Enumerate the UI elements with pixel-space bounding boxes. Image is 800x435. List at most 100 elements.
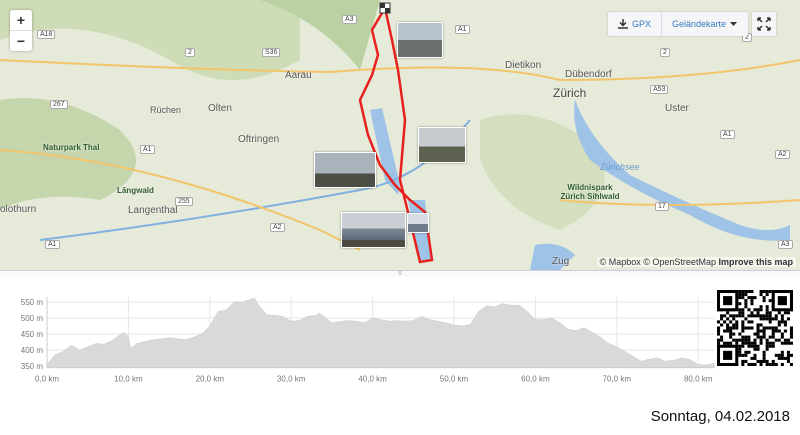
qr-module <box>723 341 727 345</box>
qr-module <box>741 293 745 297</box>
qr-module <box>750 302 754 306</box>
qr-module <box>717 338 721 342</box>
qr-module <box>768 314 772 318</box>
qr-module <box>789 326 793 330</box>
qr-module <box>777 296 787 306</box>
qr-module <box>744 293 748 297</box>
qr-module <box>765 314 769 318</box>
caret-down-icon <box>730 22 737 26</box>
qr-module <box>741 353 745 357</box>
x-tick-label: 70,0 km <box>603 375 632 384</box>
qr-module <box>732 314 736 318</box>
map-layer-dropdown[interactable]: Geländekarte <box>660 12 748 36</box>
zoom-in-button[interactable]: + <box>16 12 26 28</box>
qr-module <box>789 335 793 339</box>
qr-module <box>768 344 772 348</box>
route-photo[interactable] <box>397 22 443 58</box>
qr-module <box>756 308 760 312</box>
qr-module <box>759 329 763 333</box>
route-photo[interactable] <box>314 152 376 188</box>
qr-module <box>744 341 748 345</box>
qr-module <box>759 290 763 294</box>
qr-module <box>741 338 745 342</box>
fullscreen-button[interactable] <box>752 12 776 36</box>
x-tick-label: 50,0 km <box>440 375 469 384</box>
qr-module <box>732 323 736 327</box>
place-label: Langenthal <box>128 205 178 216</box>
qr-module <box>729 332 733 336</box>
route-photo[interactable] <box>418 127 466 163</box>
qr-module <box>762 299 766 303</box>
place-label: Zürich <box>553 86 587 100</box>
qr-module <box>762 296 766 300</box>
qr-module <box>723 350 733 360</box>
qr-module <box>735 320 739 324</box>
qr-module <box>756 314 760 318</box>
qr-module <box>735 323 739 327</box>
route-map[interactable]: Zürich Aarau Olten Oftringen Dietikon Dü… <box>0 0 800 270</box>
qr-code <box>717 290 793 366</box>
qr-module <box>756 359 760 363</box>
qr-module <box>762 290 766 294</box>
qr-module <box>777 329 781 333</box>
qr-module <box>747 362 751 366</box>
road-shield: A2 <box>270 223 285 232</box>
qr-module <box>771 359 775 363</box>
qr-module <box>768 341 772 345</box>
route-photo[interactable] <box>407 213 429 233</box>
qr-module <box>729 335 733 339</box>
qr-module <box>726 311 730 315</box>
x-tick-label: 80,0 km <box>684 375 713 384</box>
route-line <box>358 7 434 264</box>
qr-module <box>747 320 751 324</box>
qr-module <box>768 320 772 324</box>
qr-module <box>750 311 754 315</box>
qr-module <box>717 332 721 336</box>
qr-module <box>747 308 751 312</box>
qr-module <box>726 341 730 345</box>
zoom-out-button[interactable]: − <box>10 30 32 51</box>
qr-module <box>741 323 745 327</box>
place-label: Zug <box>552 256 570 267</box>
road-shield: 2 <box>660 48 670 57</box>
qr-module <box>774 338 778 342</box>
place-label: Rüchen <box>150 105 182 115</box>
qr-module <box>756 311 760 315</box>
resize-handle[interactable]: ≡ <box>0 270 800 277</box>
qr-module <box>753 344 757 348</box>
gpx-download-button[interactable]: GPX <box>608 12 661 36</box>
qr-module <box>765 341 769 345</box>
road-shield: A53 <box>650 85 669 94</box>
qr-module <box>759 335 763 339</box>
mapbox-link[interactable]: © Mapbox <box>599 257 641 267</box>
map-attribution: © Mapbox © OpenStreetMap Improve this ma… <box>596 257 796 267</box>
qr-module <box>744 338 748 342</box>
qr-module <box>759 317 763 321</box>
qr-module <box>741 311 745 315</box>
qr-module <box>759 308 763 312</box>
map-terrain <box>0 0 800 270</box>
improve-map-link[interactable]: Improve this map <box>718 257 793 267</box>
qr-module <box>744 290 748 294</box>
qr-module <box>753 353 757 357</box>
qr-module <box>729 326 733 330</box>
qr-module <box>759 323 763 327</box>
qr-module <box>774 329 778 333</box>
qr-module <box>741 359 745 363</box>
qr-module <box>780 314 784 318</box>
qr-module <box>759 362 763 366</box>
qr-module <box>738 344 742 348</box>
qr-module <box>747 290 751 294</box>
qr-module <box>738 308 742 312</box>
route-photo[interactable] <box>341 212 406 248</box>
elevation-chart[interactable]: 0,0 km 10,0 km 20,0 km 30,0 km 40,0 km 50,0 k… <box>0 278 715 388</box>
qr-module <box>726 329 730 333</box>
osm-link[interactable]: © OpenStreetMap <box>643 257 716 267</box>
qr-module <box>744 335 748 339</box>
qr-module <box>774 326 778 330</box>
qr-module <box>741 344 745 348</box>
qr-module <box>744 350 748 354</box>
qr-module <box>753 332 757 336</box>
date-caption: Sonntag, 04.02.2018 <box>650 408 790 425</box>
qr-module <box>762 359 766 363</box>
